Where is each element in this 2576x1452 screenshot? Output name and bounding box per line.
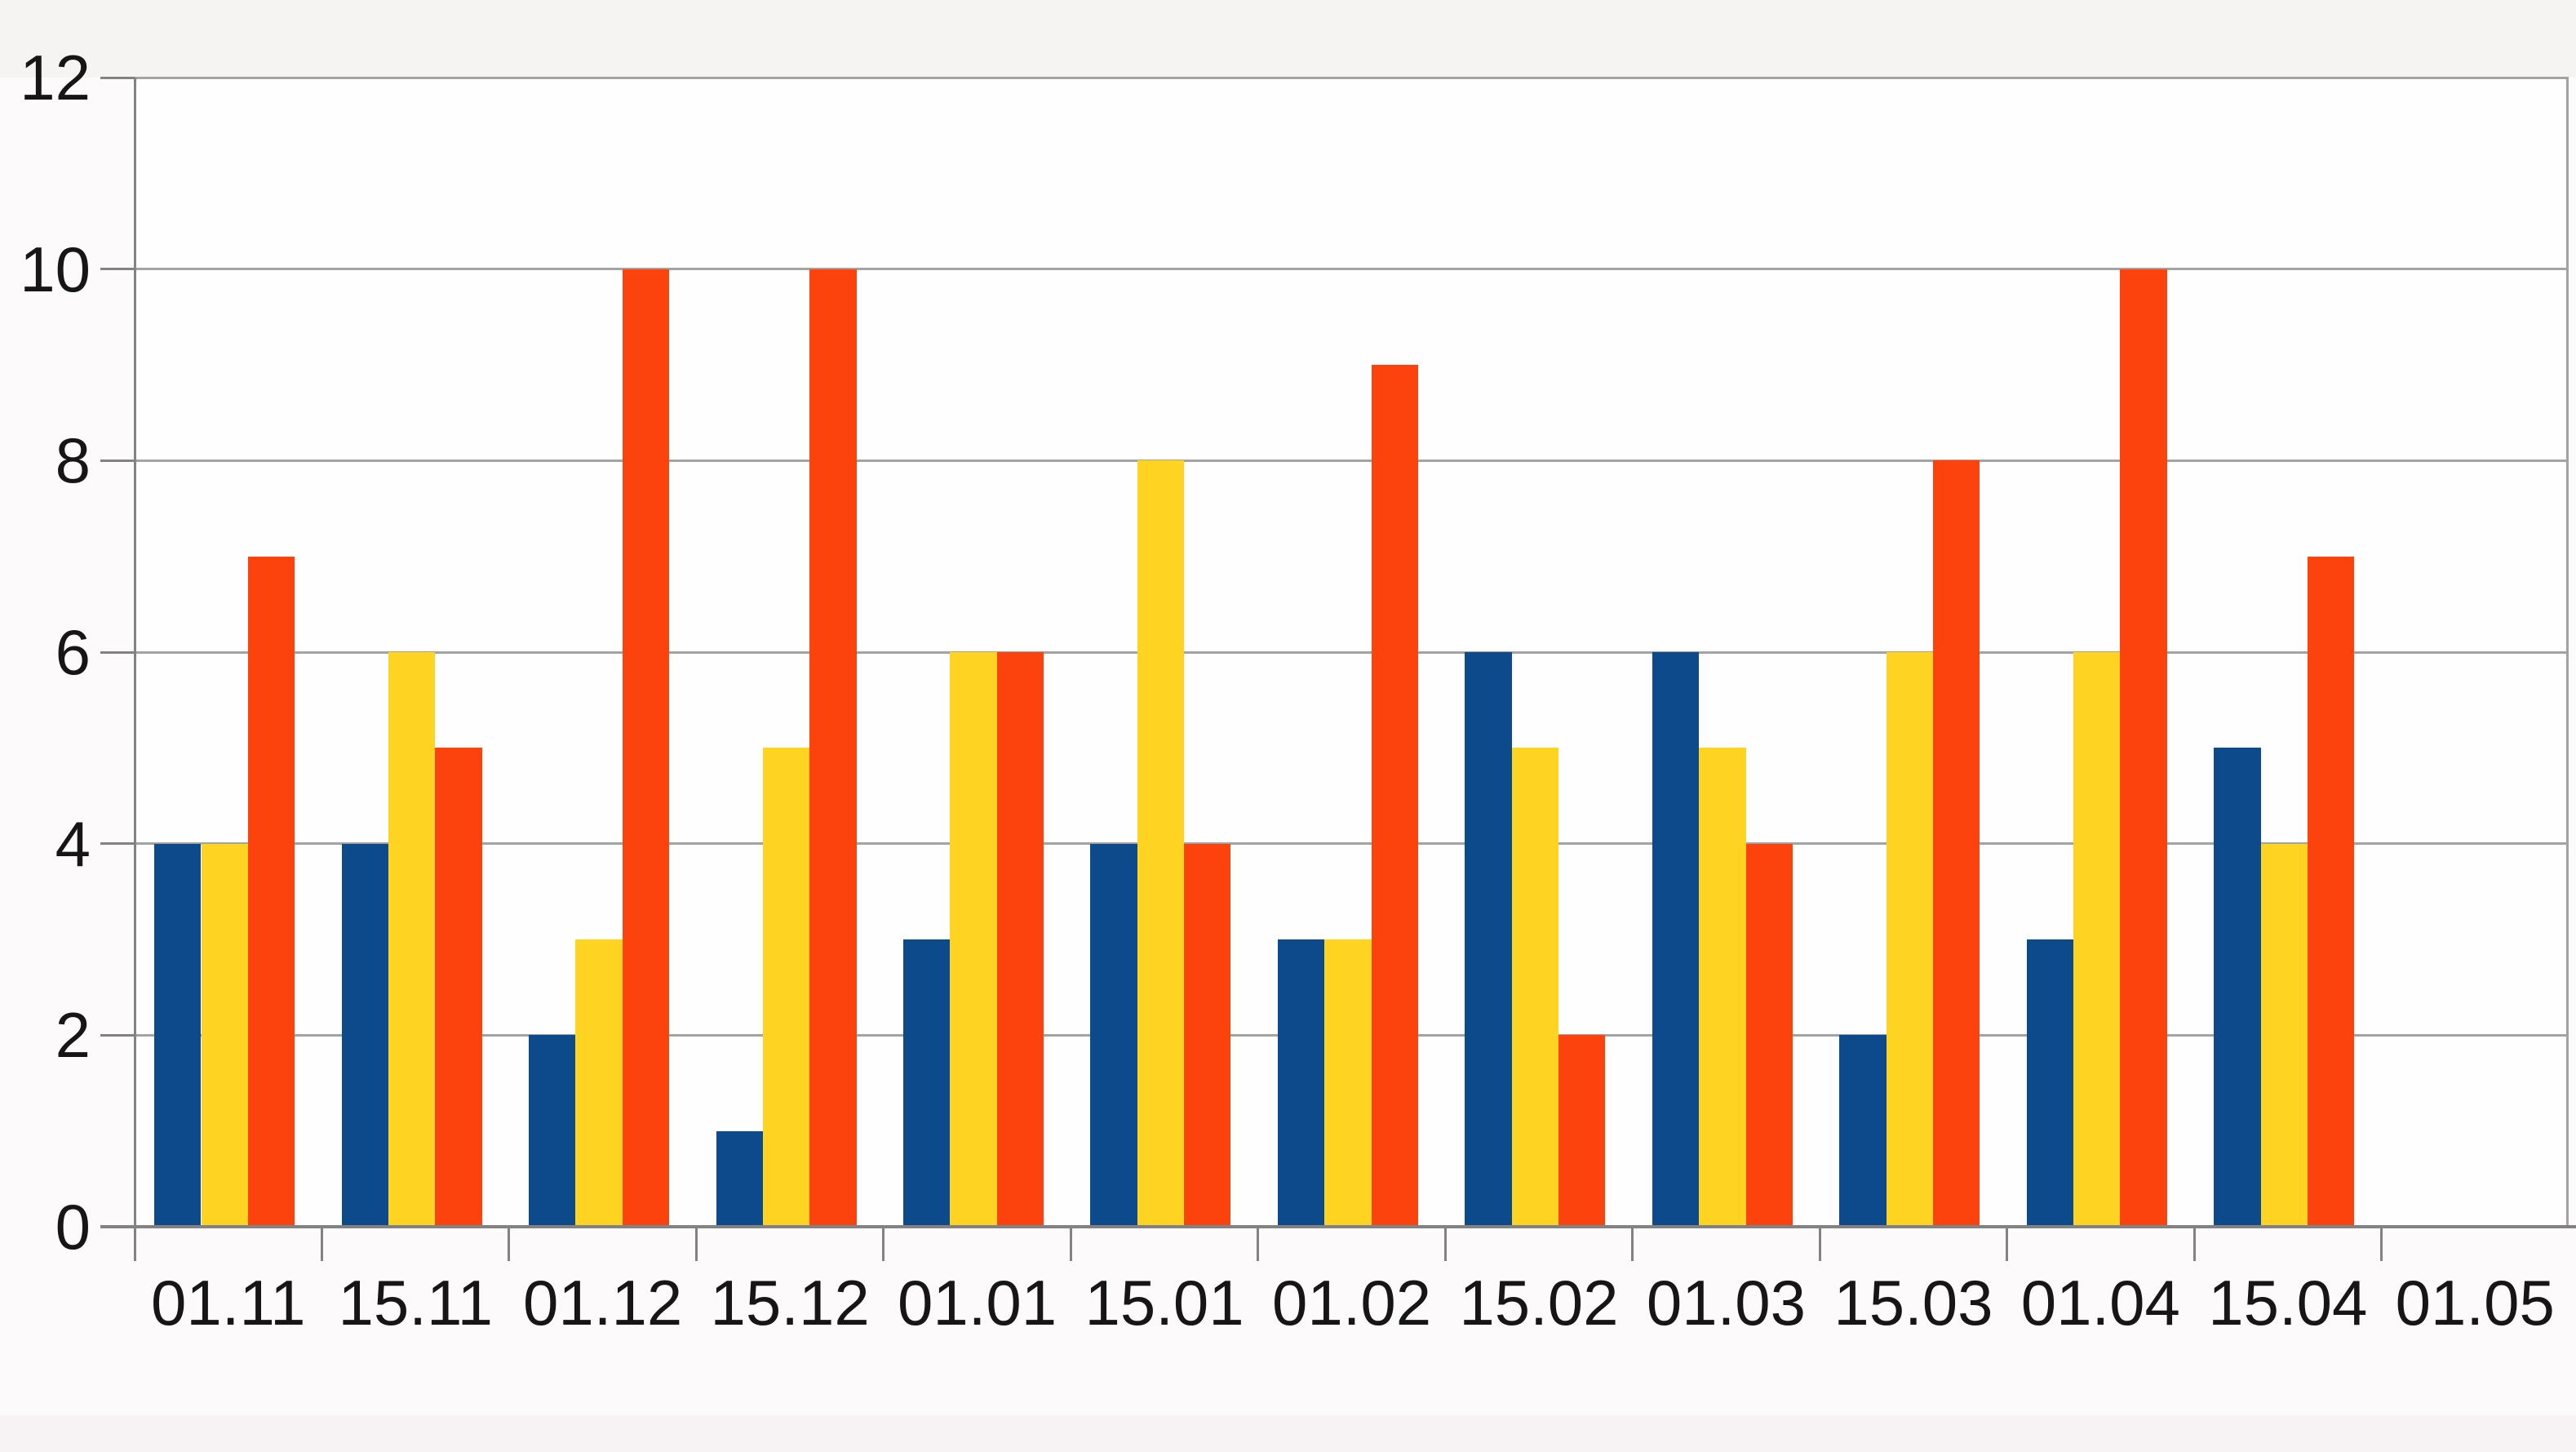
x-axis-tick [2192, 1227, 2196, 1261]
x-axis-tick [508, 1227, 511, 1261]
bar-yellow [2073, 652, 2121, 1227]
gridline [135, 268, 2569, 271]
bar-yellow [1699, 748, 1746, 1227]
bar-yellow [1324, 939, 1372, 1227]
x-axis-tick [1443, 1227, 1447, 1261]
x-axis-tick [1631, 1227, 1634, 1261]
x-axis-label: 15.11 [338, 1267, 493, 1339]
bar-red [1371, 365, 1418, 1227]
gridline [135, 842, 2569, 846]
y-axis-label: 2 [55, 999, 91, 1072]
bar-red [996, 652, 1044, 1227]
plot-right-border [2566, 78, 2569, 1227]
x-axis-label: 01.03 [1646, 1267, 1807, 1339]
x-axis-tick [1257, 1227, 1260, 1261]
bar-blue [2026, 939, 2074, 1227]
bar-blue [1839, 1035, 1887, 1227]
bar-blue [1090, 843, 1137, 1227]
bar-blue [2214, 748, 2261, 1227]
gridline [135, 459, 2569, 462]
bar-red [247, 556, 295, 1227]
x-axis-tick [2380, 1227, 2383, 1261]
bar-blue [341, 843, 388, 1227]
bar-blue [154, 843, 202, 1227]
y-axis-tick [100, 76, 135, 79]
y-axis-tick [100, 268, 135, 271]
bar-yellow [575, 939, 623, 1227]
y-axis-tick [100, 459, 135, 462]
x-axis-line [100, 1225, 2576, 1228]
bar-red [1745, 843, 1793, 1227]
x-axis-tick [1818, 1227, 1821, 1261]
bottom-background-band [0, 1415, 2576, 1452]
x-axis-label: 15.12 [710, 1267, 870, 1339]
bar-yellow [1886, 652, 1933, 1227]
x-axis-label: 15.02 [1459, 1267, 1619, 1339]
x-axis-label: 01.01 [897, 1267, 1057, 1339]
bar-red [435, 748, 482, 1227]
bar-yellow [388, 652, 436, 1227]
bar-yellow [762, 748, 810, 1227]
x-axis-tick [321, 1227, 323, 1261]
x-axis-label: 01.11 [151, 1267, 306, 1339]
bar-red [2307, 556, 2355, 1227]
x-axis-label: 15.04 [2208, 1267, 2368, 1339]
bar-red [622, 269, 670, 1227]
y-axis-label: 10 [20, 233, 91, 305]
y-axis-line [134, 78, 136, 1261]
bar-yellow [1511, 748, 1559, 1227]
y-axis-label: 12 [20, 42, 91, 113]
y-axis-tick [100, 651, 135, 654]
bar-red [1184, 843, 1231, 1227]
x-axis-tick [1069, 1227, 1072, 1261]
gridline [135, 651, 2569, 654]
bar-red [809, 269, 857, 1227]
x-axis-tick [2006, 1227, 2009, 1261]
bar-blue [529, 1035, 576, 1227]
x-axis-label: 15.03 [1833, 1267, 1993, 1339]
x-axis-label: 15.01 [1084, 1267, 1244, 1339]
bar-yellow [201, 843, 248, 1227]
bar-yellow [2260, 843, 2308, 1227]
gridline [135, 76, 2569, 79]
y-axis-tick [100, 1225, 135, 1228]
top-background-band [0, 0, 2576, 78]
x-axis-label: 01.04 [2020, 1267, 2180, 1339]
y-axis-label: 6 [55, 616, 91, 688]
x-axis-label: 01.02 [1271, 1267, 1432, 1339]
bar-blue [1277, 939, 1325, 1227]
bar-blue [902, 939, 951, 1227]
x-axis-tick [882, 1227, 885, 1261]
bar-blue [716, 1130, 763, 1227]
x-axis-tick [694, 1227, 698, 1261]
bar-blue [1652, 652, 1700, 1227]
bar-blue [1465, 652, 1512, 1227]
y-axis-label: 4 [55, 807, 91, 880]
y-axis-tick [100, 842, 135, 846]
y-axis-tick [100, 1033, 135, 1037]
x-axis-label: 01.12 [523, 1267, 683, 1339]
bar-red [1933, 460, 1980, 1227]
x-axis-label: 01.05 [2395, 1267, 2555, 1339]
bar-red [2120, 269, 2167, 1227]
y-axis-label: 8 [55, 424, 91, 497]
bar-red [1558, 1035, 1606, 1227]
bar-yellow [1137, 460, 1185, 1227]
bar-yellow [950, 652, 997, 1227]
y-axis-label: 0 [55, 1191, 91, 1263]
